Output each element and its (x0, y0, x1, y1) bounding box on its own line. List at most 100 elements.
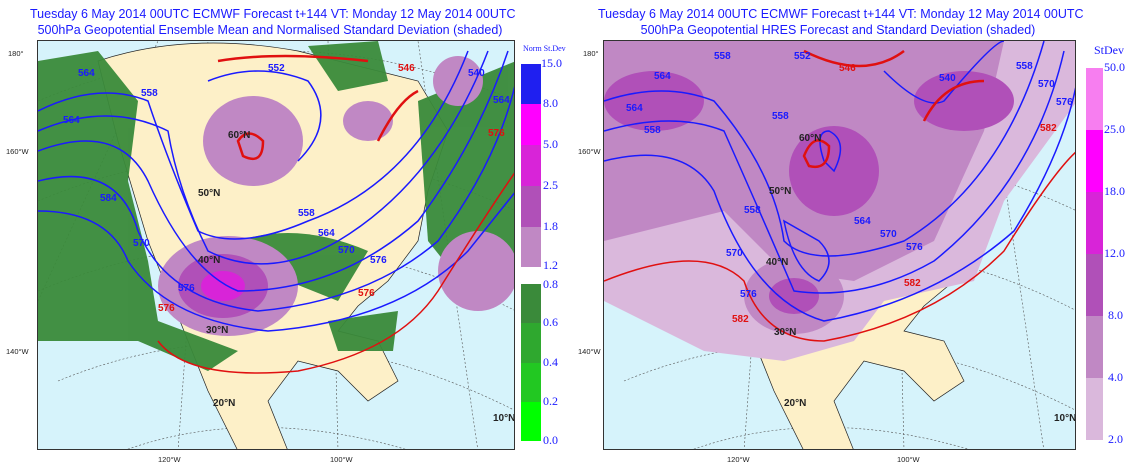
left-legend: Norm St.Dev 15.0 8.0 5.0 2.5 1.8 1.2 0.8… (521, 40, 581, 450)
contour-label: 564 (318, 228, 335, 239)
legend-box (521, 64, 541, 104)
legend-tick: 0.0 (543, 433, 558, 447)
contour-label: 570 (1038, 79, 1055, 90)
stdev-shading (604, 41, 1075, 361)
lat-labels: 60°N 50°N 40°N 30°N 20°N 10°N (766, 133, 1076, 424)
contour-label: 582 (1040, 123, 1057, 134)
contour-label: 576 (488, 128, 505, 139)
right-title-line1: Tuesday 6 May 2014 00UTC ECMWF Forecast … (598, 7, 1084, 21)
legend-box (1086, 378, 1103, 440)
left-map[interactable]: 564 558 564 584 570 576 558 564 570 576 … (37, 40, 515, 450)
contour-label: 558 (644, 125, 661, 136)
contour-label: 584 (100, 193, 117, 204)
legend-box (1086, 316, 1103, 378)
legend-tick: 0.2 (543, 394, 558, 408)
legend-box (521, 186, 541, 227)
contours-red (157, 54, 514, 374)
contour-label: 582 (732, 314, 749, 325)
lat-label: 50°N (769, 186, 791, 197)
legend-tick: 2.0 (1108, 432, 1123, 446)
contour-label: 540 (468, 68, 485, 79)
contour-label: 576 (358, 288, 375, 299)
legend-box (1086, 254, 1103, 316)
legend-tick: 12.0 (1104, 246, 1125, 260)
left-title-line1: Tuesday 6 May 2014 00UTC ECMWF Forecast … (30, 7, 516, 21)
contour-label: 564 (78, 68, 95, 79)
contour-label: 582 (904, 278, 921, 289)
legend-box (521, 402, 541, 441)
legend-box (521, 363, 541, 402)
legend-tick: 8.0 (1108, 308, 1123, 322)
legend-box (521, 284, 541, 323)
legend-box (521, 104, 541, 145)
contour-label: 570 (880, 229, 897, 240)
lat-label: 20°N (784, 398, 806, 409)
contours-red (604, 49, 1075, 342)
lon-label-120w: 120°W (727, 455, 750, 464)
legend-tick: 5.0 (543, 137, 558, 151)
right-legend: StDev 50.0 25.0 18.0 12.0 8.0 4.0 2.0 (1086, 40, 1139, 450)
lon-label-160w: 160°W (6, 147, 29, 156)
contour-label: 564 (654, 71, 671, 82)
contour-label: 558 (744, 205, 761, 216)
legend-tick: 2.5 (543, 178, 558, 192)
contour-label: 558 (141, 88, 158, 99)
legend-box (1086, 192, 1103, 254)
legend-tick: 25.0 (1104, 122, 1125, 136)
lat-label: 20°N (213, 398, 235, 409)
lon-label-180: 180° (8, 49, 24, 58)
contour-label: 576 (740, 289, 757, 300)
contour-label: 558 (772, 111, 789, 122)
contour-label: 570 (338, 245, 355, 256)
contour-label: 564 (626, 103, 643, 114)
lon-label-140w: 140°W (6, 347, 29, 356)
lat-label: 60°N (228, 130, 250, 141)
contour-label: 576 (370, 255, 387, 266)
contour-label: 570 (726, 248, 743, 259)
legend-tick: 8.0 (543, 96, 558, 110)
contour-label: 552 (268, 63, 285, 74)
contour-labels: 564 564 558 558 552 558 558 570 576 564 … (626, 51, 1073, 325)
lat-label: 50°N (198, 188, 220, 199)
legend-box (1086, 68, 1103, 130)
contour-labels: 564 558 564 584 570 576 558 564 570 576 … (63, 63, 510, 314)
right-title-line2: 500hPa Geopotential HRES Forecast and St… (640, 23, 1036, 37)
lon-label-140w: 140°W (578, 347, 601, 356)
lon-label-100w: 100°W (330, 455, 353, 464)
contour-label: 558 (298, 208, 315, 219)
contour-label: 576 (906, 242, 923, 253)
legend-tick: 1.8 (543, 219, 558, 233)
contour-label: 546 (398, 63, 415, 74)
lat-label: 60°N (799, 133, 821, 144)
legend-tick: 0.8 (543, 277, 558, 291)
lat-label: 40°N (766, 257, 788, 268)
contour-label: 576 (158, 303, 175, 314)
lat-label: 30°N (206, 325, 228, 336)
legend-tick: 0.4 (543, 355, 558, 369)
legend-title: StDev (1094, 43, 1124, 57)
legend-tick: 18.0 (1104, 184, 1125, 198)
contours-blue (604, 41, 1075, 322)
lat-label: 10°N (1054, 413, 1076, 424)
contour-label: 558 (714, 51, 731, 62)
contour-label: 570 (133, 238, 150, 249)
contour-label: 564 (854, 216, 871, 227)
legend-tick: 1.2 (543, 258, 558, 272)
lat-labels: 60°N 50°N 40°N 30°N 20°N 10°N (198, 130, 514, 424)
legend-box (521, 323, 541, 363)
contour-label: 564 (63, 115, 80, 126)
legend-box (521, 145, 541, 186)
lon-label-120w: 120°W (158, 455, 181, 464)
contour-label: 576 (1056, 97, 1073, 108)
contour-label: 558 (1016, 61, 1033, 72)
contour-label: 564 (493, 95, 510, 106)
contour-label: 552 (794, 51, 811, 62)
left-title-line2: 500hPa Geopotential Ensemble Mean and No… (37, 23, 503, 37)
contour-label: 576 (178, 283, 195, 294)
right-map[interactable]: 564 564 558 558 552 558 558 570 576 564 … (603, 40, 1076, 450)
lon-label-100w: 100°W (897, 455, 920, 464)
legend-title: Norm St.Dev (523, 44, 566, 53)
legend-box (521, 227, 541, 267)
legend-box (1086, 130, 1103, 192)
contour-label: 546 (839, 63, 856, 74)
